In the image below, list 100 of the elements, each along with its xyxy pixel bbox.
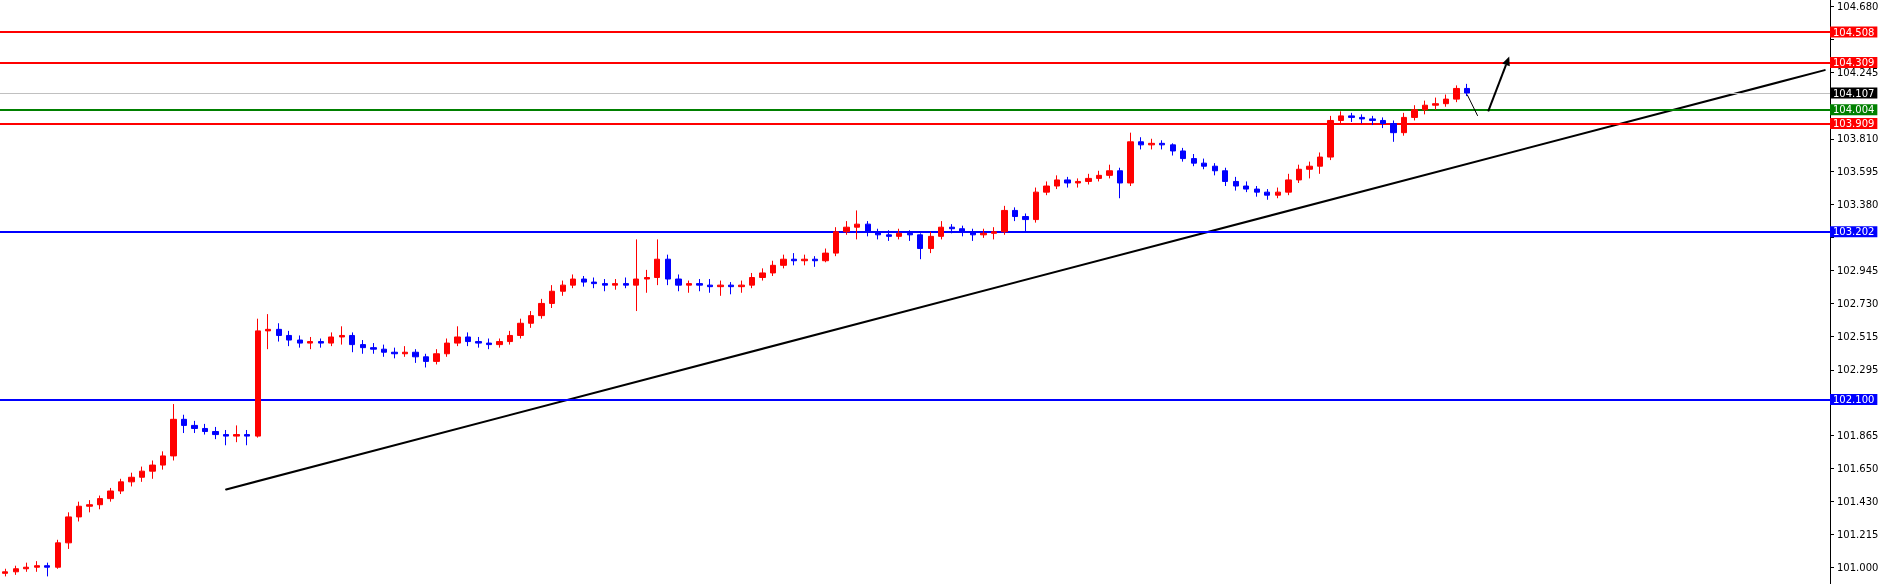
ref-line-label: 103.909 — [1833, 118, 1875, 130]
candlestick — [1191, 153, 1197, 167]
candlestick — [1222, 167, 1228, 187]
candlestick — [591, 277, 597, 289]
candlestick — [1117, 167, 1123, 199]
candlestick — [612, 278, 618, 291]
y-tick-label: 101.000 — [1837, 561, 1879, 573]
candlestick — [1359, 113, 1365, 125]
candlestick — [602, 278, 608, 292]
candlestick — [1106, 164, 1113, 179]
candlestick — [160, 450, 166, 471]
candlestick — [191, 420, 198, 434]
candlestick — [1148, 138, 1155, 150]
candlestick — [1411, 104, 1418, 121]
ref-line-label: 104.309 — [1833, 57, 1875, 69]
candlestick — [307, 336, 313, 350]
y-tick-label: 102.945 — [1837, 265, 1879, 277]
ref-line-label: 104.508 — [1833, 26, 1875, 38]
candlestick — [1432, 97, 1439, 111]
candlestick — [202, 423, 208, 436]
ref-line-label: 103.202 — [1833, 226, 1875, 238]
candlestick — [391, 347, 398, 359]
candlestick — [97, 495, 103, 510]
candlestick — [644, 269, 650, 294]
candlestick — [707, 278, 713, 294]
candlestick — [759, 267, 766, 282]
candlestick — [339, 325, 345, 346]
candlestick — [1159, 139, 1165, 150]
candlestick — [76, 501, 82, 522]
candlestick — [276, 322, 282, 343]
candlestick — [517, 318, 524, 340]
candlestick — [822, 248, 829, 263]
candlestick — [286, 330, 292, 347]
candlestick — [181, 414, 187, 434]
candlestick — [1064, 176, 1071, 189]
candlestick — [107, 487, 114, 503]
candlestick — [212, 426, 219, 440]
candlestick — [1306, 161, 1313, 179]
candlestick — [738, 280, 745, 294]
candlestick — [1127, 132, 1134, 187]
candlestick — [801, 254, 808, 266]
candlestick — [423, 353, 429, 368]
y-tick-label: 101.650 — [1837, 462, 1879, 474]
candlestick — [675, 273, 682, 292]
candlestick — [2, 568, 8, 577]
candlestick — [854, 209, 860, 240]
candlestick — [139, 466, 145, 483]
candlestick — [454, 325, 461, 347]
candlestick — [233, 424, 240, 443]
y-tick-label: 104.245 — [1837, 66, 1879, 78]
candlestick — [475, 336, 482, 349]
y-tick-label: 101.430 — [1837, 496, 1879, 508]
candlestick — [623, 277, 629, 289]
candlestick — [1201, 158, 1207, 170]
candlestick — [360, 339, 366, 355]
candlestick — [1296, 164, 1302, 184]
candlestick — [770, 260, 776, 277]
candlestick — [297, 334, 303, 349]
candlestick — [1254, 185, 1260, 198]
candlestick — [170, 403, 177, 461]
y-tick-label: 102.730 — [1837, 297, 1879, 309]
candlestick — [402, 345, 408, 358]
candlestick — [1422, 100, 1428, 115]
candlestick — [1443, 94, 1449, 108]
candlestick — [749, 272, 755, 289]
candlestick — [65, 511, 72, 550]
candlestick — [780, 254, 787, 269]
candlestick — [654, 238, 660, 286]
candlestick — [370, 342, 377, 355]
candlestick — [1075, 177, 1081, 189]
candlestick — [665, 254, 671, 286]
candlestick — [86, 499, 93, 513]
candlestick — [1170, 142, 1176, 157]
candlestick — [791, 252, 797, 266]
candlestick — [1348, 112, 1355, 123]
candlestick — [843, 220, 850, 236]
candlestick — [1317, 151, 1323, 175]
candlestick — [507, 330, 513, 346]
candlestick — [412, 348, 419, 364]
candlestick — [1043, 180, 1050, 196]
candlestick — [23, 562, 29, 573]
candlestick — [328, 331, 334, 347]
candlestick — [717, 280, 724, 297]
candlestick — [1212, 162, 1218, 176]
candlestick — [1054, 174, 1060, 190]
candlestick — [1096, 170, 1102, 182]
candlestick — [570, 273, 576, 289]
candlestick — [433, 348, 440, 365]
candlestick — [44, 562, 50, 577]
y-tick-label: 103.380 — [1837, 198, 1879, 210]
candlestick — [1369, 115, 1376, 126]
ref-line-label: 104.107 — [1833, 87, 1875, 99]
candlestick — [1264, 188, 1270, 201]
candlestick — [938, 220, 944, 240]
candlestick — [265, 313, 271, 350]
candlestick — [1033, 187, 1039, 224]
candlestick — [928, 231, 934, 254]
candlestick — [980, 228, 987, 239]
candlestick — [465, 331, 471, 347]
candlestick — [728, 281, 734, 295]
